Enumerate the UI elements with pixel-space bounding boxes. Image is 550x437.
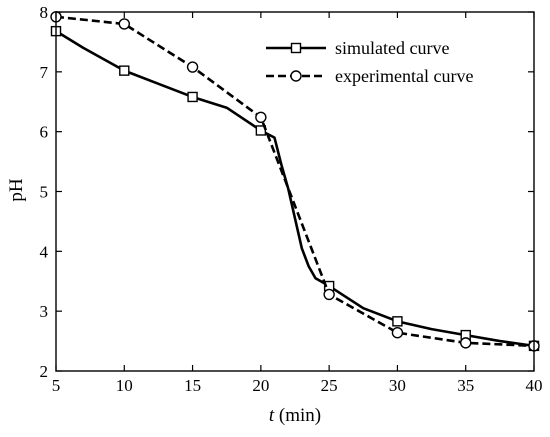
x-tick-label: 15	[184, 376, 201, 395]
legend-label-2: experimental curve	[335, 66, 473, 86]
x-axis-label-unit: (min)	[274, 405, 321, 426]
y-tick-label: 6	[40, 123, 49, 142]
axis-layer: 5 10 15 20 25 30 35 40 2 3 4 5 6 7 8	[40, 3, 543, 395]
data-point-circle	[255, 111, 267, 124]
y-tick-label: 4	[40, 242, 49, 261]
data-point-circle	[118, 18, 130, 30]
data-point-circle	[460, 337, 472, 349]
x-tick-label: 10	[116, 376, 133, 395]
x-tick-label: 5	[52, 376, 61, 395]
x-axis-label-variable: t	[269, 405, 275, 426]
y-tick-label: 5	[40, 183, 49, 202]
data-point-circle	[323, 288, 335, 301]
x-tick-label: 35	[457, 376, 474, 395]
legend-label-1: simulated curve	[335, 38, 449, 58]
data-point-square	[187, 91, 198, 103]
y-axis-label: pH	[6, 178, 27, 202]
x-tick-label: 40	[526, 376, 543, 395]
x-tick-label: 20	[252, 376, 269, 395]
series-line-1	[55, 30, 535, 348]
y-tick-label: 7	[40, 63, 49, 82]
legend-marker-square	[290, 42, 302, 54]
x-tick-label: 25	[321, 376, 338, 395]
legend-marker-circle	[290, 70, 302, 82]
data-point-square	[119, 65, 130, 76]
legend: simulated curve experimental curve	[266, 38, 473, 86]
x-tick-label: 30	[389, 376, 406, 395]
plot-layer	[50, 11, 540, 352]
x-axis-label: t (min)	[269, 405, 321, 426]
y-tick-label: 3	[40, 302, 49, 321]
data-point-circle	[391, 327, 404, 339]
y-tick-label: 2	[40, 362, 49, 381]
data-point-square	[255, 125, 267, 136]
data-point-circle	[186, 61, 199, 73]
series-line-2	[55, 15, 535, 348]
data-point-square	[392, 316, 403, 327]
y-tick-label: 8	[40, 3, 49, 22]
